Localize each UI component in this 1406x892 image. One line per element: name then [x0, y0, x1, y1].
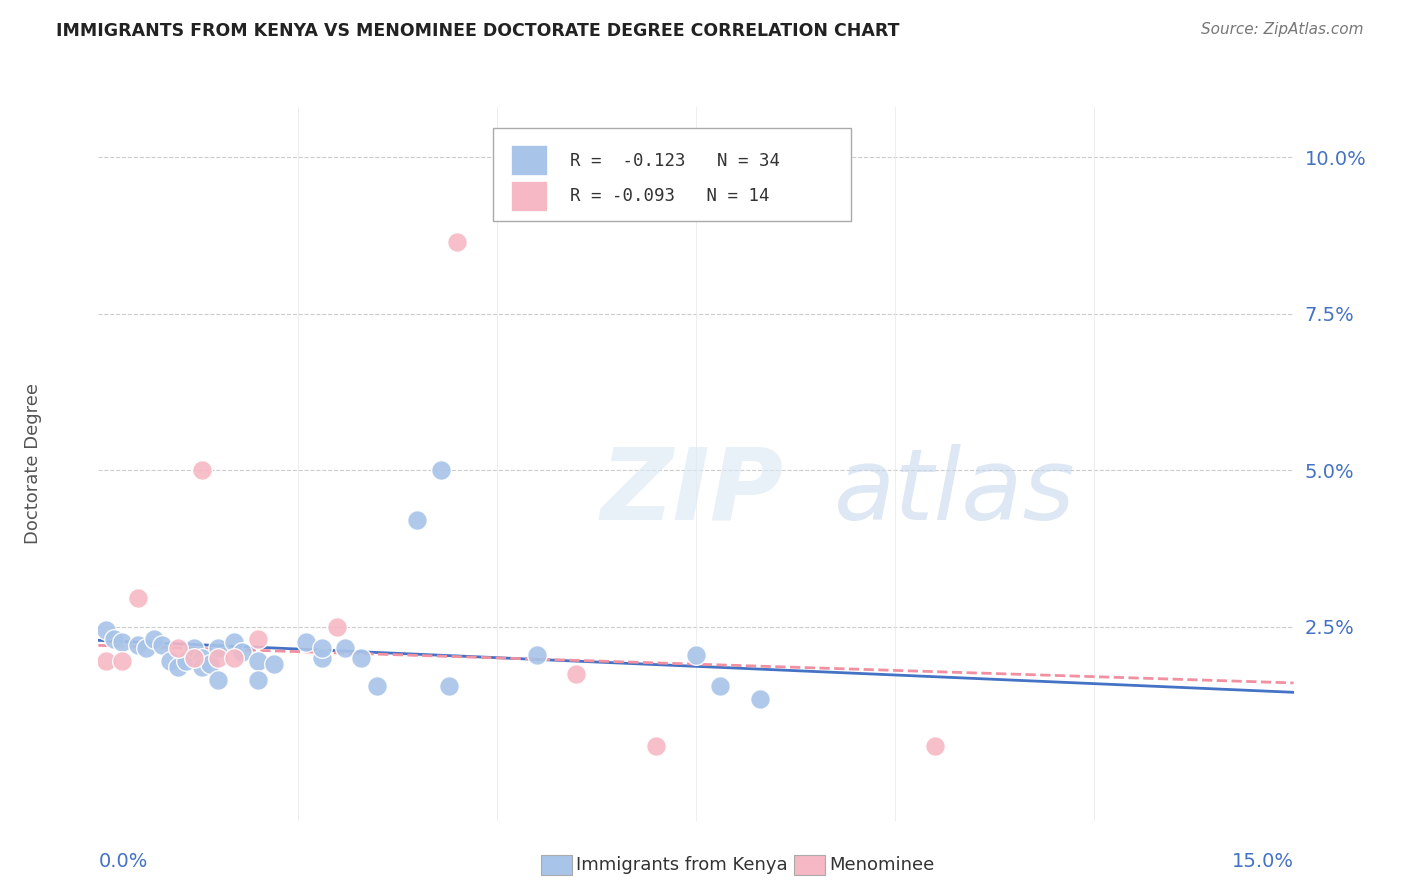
Point — [526, 648, 548, 662]
Point — [222, 635, 245, 649]
Point — [311, 651, 333, 665]
Point — [96, 623, 118, 637]
Text: Immigrants from Kenya: Immigrants from Kenya — [576, 856, 789, 874]
Point — [150, 639, 173, 653]
Point — [207, 651, 229, 665]
Point — [246, 654, 269, 668]
Point — [127, 639, 149, 653]
Point — [127, 591, 149, 606]
FancyBboxPatch shape — [494, 128, 852, 221]
Point — [430, 463, 453, 477]
Text: Menominee: Menominee — [830, 856, 935, 874]
Point — [406, 513, 429, 527]
Point — [191, 463, 214, 477]
Point — [143, 632, 166, 646]
Point — [198, 657, 221, 672]
Point — [565, 666, 588, 681]
Point — [645, 739, 668, 753]
Point — [246, 673, 269, 687]
Point — [103, 632, 125, 646]
Text: atlas: atlas — [834, 444, 1076, 541]
Point — [446, 235, 468, 249]
Text: R =  -0.123   N = 34: R = -0.123 N = 34 — [571, 152, 780, 169]
Text: R = -0.093   N = 14: R = -0.093 N = 14 — [571, 187, 770, 205]
Point — [191, 660, 214, 674]
Text: Source: ZipAtlas.com: Source: ZipAtlas.com — [1201, 22, 1364, 37]
Point — [207, 641, 229, 656]
Point — [231, 645, 253, 659]
Point — [709, 679, 731, 693]
Point — [167, 660, 190, 674]
Point — [748, 691, 770, 706]
Text: IMMIGRANTS FROM KENYA VS MENOMINEE DOCTORATE DEGREE CORRELATION CHART: IMMIGRANTS FROM KENYA VS MENOMINEE DOCTO… — [56, 22, 900, 40]
Point — [159, 654, 181, 668]
Point — [183, 641, 205, 656]
Point — [111, 654, 134, 668]
Point — [174, 654, 197, 668]
Point — [263, 657, 285, 672]
Point — [96, 654, 118, 668]
Point — [685, 648, 707, 662]
Point — [111, 635, 134, 649]
Point — [167, 641, 190, 656]
Point — [924, 739, 946, 753]
Text: ZIP: ZIP — [600, 444, 783, 541]
Text: 0.0%: 0.0% — [98, 852, 148, 871]
Point — [246, 632, 269, 646]
Point — [183, 651, 205, 665]
Text: Doctorate Degree: Doctorate Degree — [24, 384, 42, 544]
Point — [437, 679, 460, 693]
Point — [311, 641, 333, 656]
Point — [326, 619, 349, 633]
Point — [350, 651, 373, 665]
Point — [207, 673, 229, 687]
Point — [335, 641, 357, 656]
Point — [294, 635, 316, 649]
Point — [135, 641, 157, 656]
FancyBboxPatch shape — [510, 180, 547, 211]
Point — [191, 651, 214, 665]
Point — [366, 679, 388, 693]
Text: 15.0%: 15.0% — [1232, 852, 1294, 871]
FancyBboxPatch shape — [510, 145, 547, 175]
Point — [222, 651, 245, 665]
